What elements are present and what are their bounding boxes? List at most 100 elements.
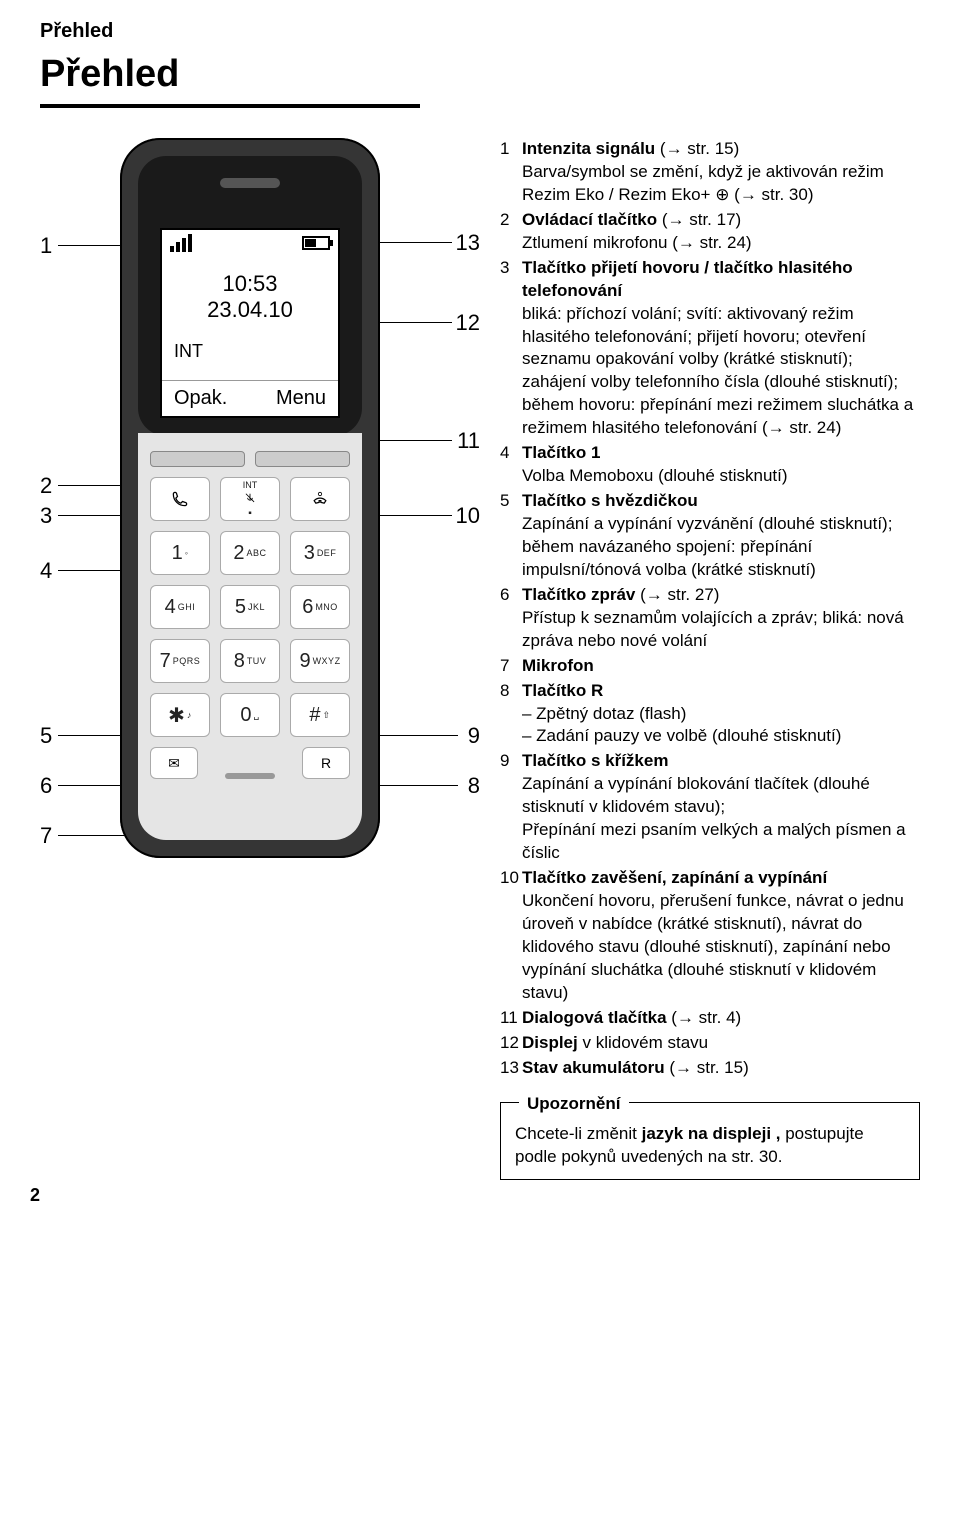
legend-item: 7Mikrofon (500, 655, 920, 678)
callout-1: 1 (40, 233, 52, 259)
legend-body: Tlačítko 1 Volba Memoboxu (dlouhé stisknu… (522, 442, 920, 488)
legend-desc: v klidovém stavu (578, 1033, 708, 1052)
callout-8: 8 (468, 773, 480, 799)
legend-body: Mikrofon (522, 655, 920, 678)
key-4[interactable]: 4GHI (150, 585, 210, 629)
left-column: 1 2 3 4 5 6 7 13 12 11 10 9 (40, 138, 480, 1180)
legend-body: Tlačítko s křížkemZapínání a vypínání bl… (522, 750, 920, 865)
legend-item: 3Tlačítko přijetí hovoru / tlačítko hlas… (500, 257, 920, 441)
legend-number: 10 (500, 867, 522, 1005)
legend-title: Intenzita signálu (522, 139, 655, 158)
message-key[interactable]: ✉ (150, 747, 198, 779)
legend-desc: Ukončení hovoru, přerušení funkce, návra… (522, 890, 920, 1005)
signal-bars-icon (170, 234, 192, 252)
legend-number: 9 (500, 750, 522, 865)
note-body: Chcete-li změnit jazyk na displeji , pos… (515, 1123, 905, 1169)
earpiece-icon (220, 178, 280, 188)
end-call-icon (310, 489, 330, 509)
legend-ref: (→ str. 15) (665, 1058, 749, 1077)
callout-4: 4 (40, 558, 52, 584)
header-rule (40, 104, 420, 108)
key-2[interactable]: 2ABC (220, 531, 280, 575)
legend-number: 1 (500, 138, 522, 207)
legend-number: 6 (500, 584, 522, 653)
legend-desc: – Zpětný dotaz (flash) – Zadání pauzy ve… (522, 703, 920, 749)
handset-icon (170, 489, 190, 509)
keypad-area: INT ▪ 1◦ 2ABC 3DEF (138, 433, 362, 840)
callout-9: 9 (468, 723, 480, 749)
phone-body: 10:53 23.04.10 INT Opak. Menu (120, 138, 380, 858)
legend-title: Tlačítko R (522, 681, 603, 700)
key-9[interactable]: 9WXYZ (290, 639, 350, 683)
note-box: Upozornění Chcete-li změnit jazyk na dis… (500, 1102, 920, 1181)
legend-body: Tlačítko s hvězdičkouZapínání a vypínání… (522, 490, 920, 582)
callout-10: 10 (456, 503, 480, 529)
callout-3: 3 (40, 503, 52, 529)
key-hash[interactable]: #⇧ (290, 693, 350, 737)
softkey-left[interactable] (150, 451, 245, 467)
legend-desc: Přístup k seznamům volajících a zpráv; b… (522, 607, 920, 653)
key-0[interactable]: 0␣ (220, 693, 280, 737)
note-heading: Upozornění (519, 1093, 629, 1116)
callout-2: 2 (40, 473, 52, 499)
legend-title: Mikrofon (522, 656, 594, 675)
key-8[interactable]: 8TUV (220, 639, 280, 683)
legend-desc: Ztlumení mikrofonu (→ str. 24) (522, 232, 920, 255)
legend-title: Dialogová tlačítka (522, 1008, 667, 1027)
legend-body: Intenzita signálu (→ str. 15) Barva/symbo… (522, 138, 920, 207)
callout-13: 13 (456, 230, 480, 256)
page-number: 2 (30, 1185, 40, 1206)
key-7[interactable]: 7PQRS (150, 639, 210, 683)
legend-title: Tlačítko s křížkem (522, 751, 668, 770)
legend-desc: Barva/symbol se změní, když je aktivován… (522, 161, 920, 207)
nav-cluster[interactable]: INT ▪ (220, 477, 280, 521)
screen-time: 10:53 (222, 271, 277, 297)
legend-desc: Volba Memoboxu (dlouhé stisknutí) (522, 465, 920, 488)
softkey-right[interactable] (255, 451, 350, 467)
legend-item: 4Tlačítko 1Volba Memoboxu (dlouhé stiskn… (500, 442, 920, 488)
talk-key[interactable] (150, 477, 210, 521)
key-star[interactable]: ✱♪ (150, 693, 210, 737)
legend-item: 2Ovládací tlačítko (→ str. 17)Ztlumení m… (500, 209, 920, 255)
legend-body: Ovládací tlačítko (→ str. 17)Ztlumení mi… (522, 209, 920, 255)
legend-body: Tlačítko zpráv (→ str. 27) Přístup k sezn… (522, 584, 920, 653)
legend-item: 8Tlačítko R– Zpětný dotaz (flash) – Zadá… (500, 680, 920, 749)
key-1[interactable]: 1◦ (150, 531, 210, 575)
callout-6: 6 (40, 773, 52, 799)
legend-body: Tlačítko R – Zpětný dotaz (flash) – Zadán… (522, 680, 920, 749)
legend-title: Tlačítko 1 (522, 443, 600, 462)
int-label: INT (243, 480, 258, 490)
legend-ref: (→ str. 4) (667, 1008, 742, 1027)
legend-item: 9Tlačítko s křížkemZapínání a vypínání b… (500, 750, 920, 865)
legend-title: Tlačítko zavěšení, zapínání a vypínání (522, 868, 827, 887)
key-3[interactable]: 3DEF (290, 531, 350, 575)
end-key[interactable] (290, 477, 350, 521)
phone-screen: 10:53 23.04.10 INT Opak. Menu (160, 228, 340, 418)
page-title: Přehled (40, 53, 920, 96)
battery-icon (302, 236, 330, 250)
legend-ref: (→ str. 27) (635, 585, 719, 604)
legend-title: Displej (522, 1033, 578, 1052)
legend-item: 1Intenzita signálu (→ str. 15) Barva/symb… (500, 138, 920, 207)
legend-item: 11Dialogová tlačítka (→ str. 4) (500, 1007, 920, 1030)
legend-title: Tlačítko přijetí hovoru / tlačítko hlasi… (522, 258, 853, 300)
legend-item: 12Displej v klidovém stavu (500, 1032, 920, 1055)
legend-number: 13 (500, 1057, 522, 1080)
legend-title: Tlačítko zpráv (522, 585, 635, 604)
key-6[interactable]: 6MNO (290, 585, 350, 629)
legend-body: Tlačítko přijetí hovoru / tlačítko hlasi… (522, 257, 920, 441)
legend-desc: bliká: příchozí volání; svítí: aktivovan… (522, 303, 920, 441)
legend-number: 11 (500, 1007, 522, 1030)
legend-ref: (→ str. 15) (655, 139, 739, 158)
callout-12: 12 (456, 310, 480, 336)
key-5[interactable]: 5JKL (220, 585, 280, 629)
softkey-right-label: Menu (276, 387, 326, 410)
header-breadcrumb: Přehled (40, 20, 920, 43)
legend-number: 2 (500, 209, 522, 255)
r-key[interactable]: R (302, 747, 350, 779)
legend-title: Stav akumulátoru (522, 1058, 665, 1077)
legend-item: 6Tlačítko zpráv (→ str. 27) Přístup k sez… (500, 584, 920, 653)
legend-ref: (→ str. 17) (657, 210, 741, 229)
legend-title: Tlačítko s hvězdičkou (522, 491, 698, 510)
legend-body: Tlačítko zavěšení, zapínání a vypínání Uk… (522, 867, 920, 1005)
